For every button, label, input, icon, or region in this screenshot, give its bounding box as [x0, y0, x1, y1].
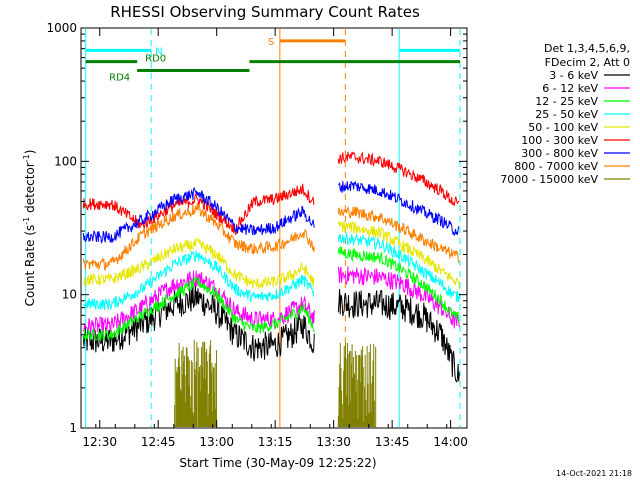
series-line-2 [337, 206, 460, 264]
x-tick-label: 13:15 [258, 435, 293, 449]
plot-frame [80, 27, 468, 429]
y-axis-label-main: Count Rate (s [23, 225, 37, 307]
legend-label: 100 - 300 keV [521, 134, 598, 147]
y-axis-label-end: ) [23, 150, 37, 155]
series-line-2 [337, 221, 460, 290]
legend: Det 1,3,4,5,6,9, FDecim 2, Att 0 3 - 6 k… [500, 42, 630, 186]
series-line-2 [337, 232, 460, 303]
flag-label: N [155, 46, 162, 57]
legend-label: 50 - 100 keV [528, 121, 598, 134]
series-line [82, 186, 315, 245]
y-axis-label-mid: detector [23, 162, 37, 217]
legend-label: 7000 - 15000 keV [500, 173, 598, 186]
series-line [82, 284, 315, 362]
footer-date: 14-Oct-2021 21:18 [556, 469, 632, 478]
y-tick-label: 100 [54, 154, 77, 168]
x-axis-label: Start Time (30-May-09 12:25:22) [179, 456, 376, 470]
y-tick-label: 1000 [46, 21, 77, 35]
y-axis-label-sup1: -1 [22, 217, 31, 225]
x-tick-label: 13:30 [316, 435, 351, 449]
series-line [82, 276, 315, 341]
x-tick-label: 12:30 [82, 435, 117, 449]
series-line-2 [337, 246, 460, 324]
y-axis-label-sup2: -1 [22, 154, 31, 162]
y-axis-label: Count Rate (s-1 detector-1) [22, 150, 37, 307]
x-tick-label: 13:00 [199, 435, 234, 449]
series-line [82, 270, 315, 336]
y-tick-label: 1 [69, 421, 77, 435]
y-tick-label: 10 [62, 288, 77, 302]
legend-label: 300 - 800 keV [521, 147, 598, 160]
flag-label: RD0 [145, 54, 166, 65]
axes-group: 1 10 100 1000 12:30 12:45 13:00 13:15 13:30 13:45… [46, 21, 467, 449]
series-line-2 [337, 288, 460, 383]
legend-label: 6 - 12 keV [542, 82, 598, 95]
flag-label: S [268, 37, 274, 48]
series-bars [174, 339, 377, 427]
series-line-2 [337, 151, 460, 206]
legend-header-2: FDecim 2, Att 0 [545, 56, 630, 69]
chart-title: RHESSI Observing Summary Count Rates [110, 3, 420, 21]
legend-header-1: Det 1,3,4,5,6,9, [544, 42, 630, 55]
legend-label: 800 - 7000 keV [514, 160, 598, 173]
x-tick-label: 12:45 [141, 435, 176, 449]
series-line [82, 237, 315, 289]
legend-label: 25 - 50 keV [535, 108, 598, 121]
series-line-2 [338, 180, 460, 237]
flag-label: RD4 [109, 73, 130, 84]
legend-label: 3 - 6 keV [549, 69, 598, 82]
series-line-2 [337, 266, 460, 329]
series-group [82, 151, 460, 427]
series-line [82, 250, 315, 311]
legend-label: 12 - 25 keV [535, 95, 598, 108]
series-line [82, 203, 315, 272]
x-tick-label: 13:45 [375, 435, 410, 449]
x-tick-label: 14:00 [433, 435, 468, 449]
